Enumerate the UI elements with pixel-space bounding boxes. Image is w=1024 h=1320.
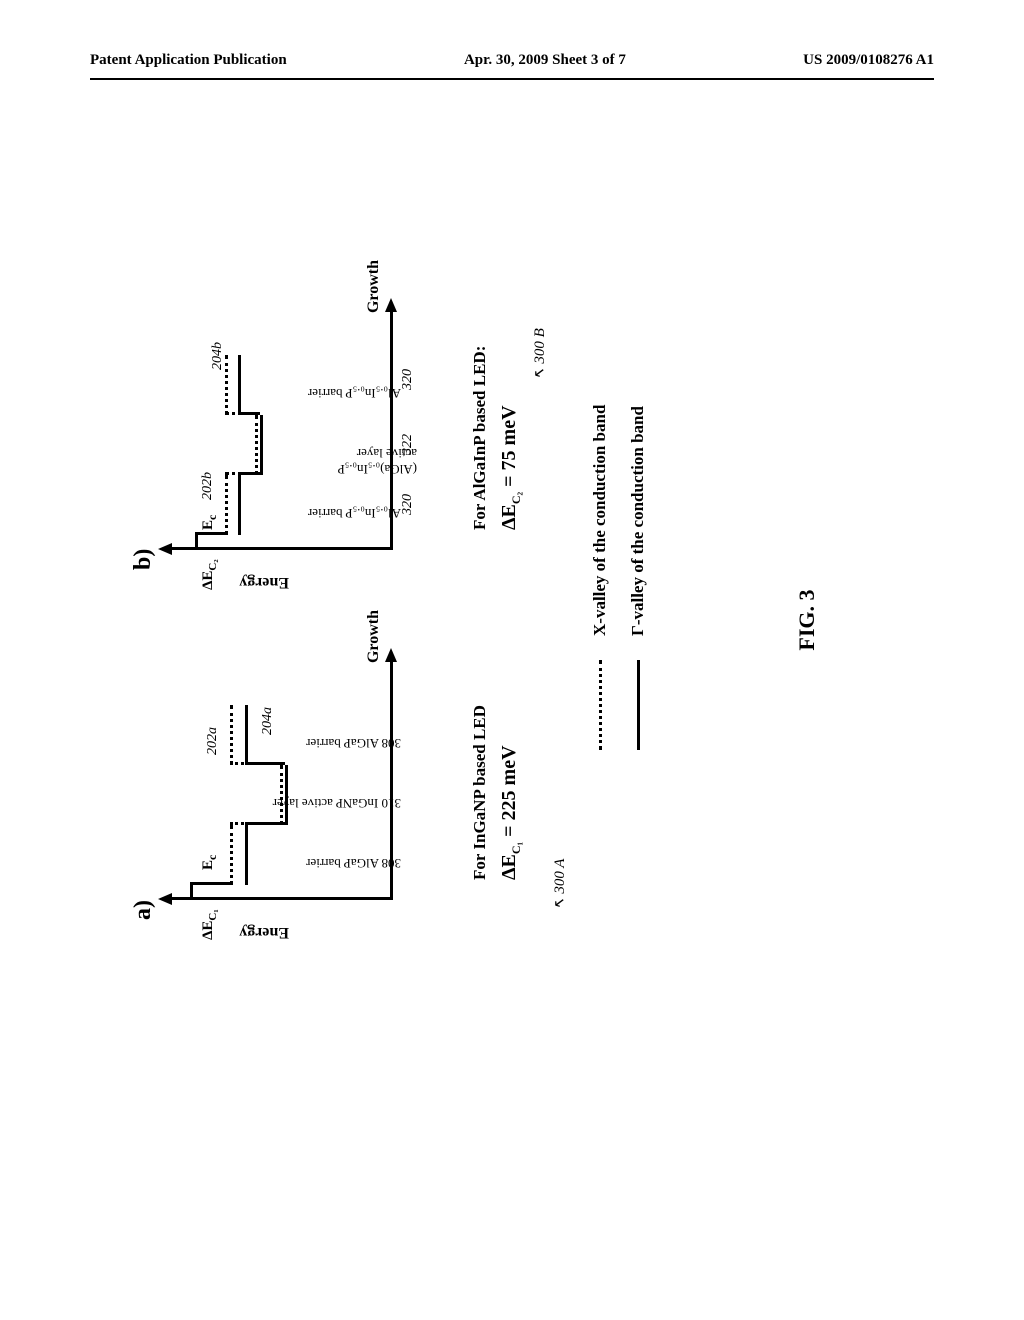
legend-x-label: X-valley of the conduction band	[590, 405, 610, 636]
seg-a-top	[190, 885, 193, 897]
seg-a-vs2	[245, 762, 285, 765]
seg-b-vs2	[238, 412, 260, 415]
seg-a-vs1	[245, 822, 285, 825]
label-b-barrier-l: Al₀.₅In₀.₅P barrier	[308, 505, 401, 521]
header-right: US 2009/0108276 A1	[803, 52, 934, 69]
seg-b-s3	[238, 355, 241, 415]
ref-204b: 204b	[210, 342, 226, 370]
seg-b-top	[195, 535, 198, 547]
ec-label-b: Ec	[200, 515, 220, 530]
eqn-a-1: For InGaNP based LED	[470, 620, 490, 880]
ref-202a: 202a	[205, 727, 221, 755]
ref-300A: ↖ 300 A	[550, 859, 569, 910]
ref-300B: ↖ 300 B	[530, 328, 549, 380]
eqn-block-a: For InGaNP based LED ΔEC₁ = 225 meV	[470, 620, 524, 880]
delta-ec1: ΔEC₁	[200, 909, 219, 940]
label-a-barrier-l: 308 AlGaP barrier	[306, 855, 401, 871]
label-a-active: 310 InGaNP active layer	[273, 795, 401, 811]
label-b-barrier-r: Al₀.₅In₀.₅P barrier	[308, 385, 401, 401]
xlabel-a: Growth	[365, 610, 383, 663]
axis-y-a	[170, 897, 390, 900]
panel-a: a) Energy Growth ΔEC₁ Ec 202a 204a 308 A…	[170, 640, 450, 940]
delta-ec2: ΔEC₂	[200, 559, 219, 590]
label-a-barrier-r: 308 AlGaP barrier	[306, 735, 401, 751]
panel-b: b) Energy Growth ΔEC₂ Ec 202b 204b Al₀.₅…	[170, 290, 450, 590]
header-rule	[90, 78, 934, 80]
ylabel-b: Energy	[239, 573, 289, 591]
ylabel-a: Energy	[239, 923, 289, 941]
seg-a-s3	[245, 705, 248, 765]
seg-a-s1	[245, 825, 248, 885]
seg-b-s1	[238, 475, 241, 535]
panel-b-label: b)	[130, 549, 157, 570]
eqn-a-2: ΔEC₁ = 225 meV	[498, 620, 524, 880]
ec-label-a: Ec	[200, 855, 220, 870]
ref-320-l: 320	[400, 494, 416, 515]
legend-gamma-label: Γ-valley of the conduction band	[628, 406, 648, 636]
eqn-b-1: For AlGaInP based LED:	[470, 270, 490, 530]
eqn-block-b: For AlGaInP based LED: ΔEC₂ = 75 meV	[470, 270, 524, 530]
header-center: Apr. 30, 2009 Sheet 3 of 7	[464, 52, 626, 69]
ref-320-r: 320	[400, 369, 416, 390]
seg-b-s2	[260, 415, 263, 475]
legend-dash-icon	[599, 660, 602, 750]
seg-a-dash3	[230, 705, 233, 765]
figure-caption: FIG. 3	[794, 589, 820, 650]
ref-322: 322	[400, 434, 416, 455]
legend-gamma-valley: Γ-valley of the conduction band	[628, 405, 648, 750]
header-left: Patent Application Publication	[90, 52, 287, 69]
seg-a-dash1	[230, 825, 233, 885]
legend-x-valley: X-valley of the conduction band	[590, 405, 610, 750]
seg-b-dash1	[225, 475, 228, 535]
xlabel-b: Growth	[365, 260, 383, 313]
seg-a-v1	[190, 882, 230, 885]
seg-b-dash2	[255, 415, 258, 475]
eqn-b-2: ΔEC₂ = 75 meV	[498, 270, 524, 530]
axis-y-b	[170, 547, 390, 550]
legend: X-valley of the conduction band Γ-valley…	[590, 405, 666, 750]
legend-solid-icon	[637, 660, 640, 750]
ref-202b: 202b	[200, 472, 216, 500]
ref-204a: 204a	[260, 707, 276, 735]
page-header: Patent Application Publication Apr. 30, …	[0, 52, 1024, 69]
figure-3: a) Energy Growth ΔEC₁ Ec 202a 204a 308 A…	[160, 270, 780, 970]
panel-a-label: a)	[130, 900, 157, 920]
seg-b-v1	[195, 532, 225, 535]
